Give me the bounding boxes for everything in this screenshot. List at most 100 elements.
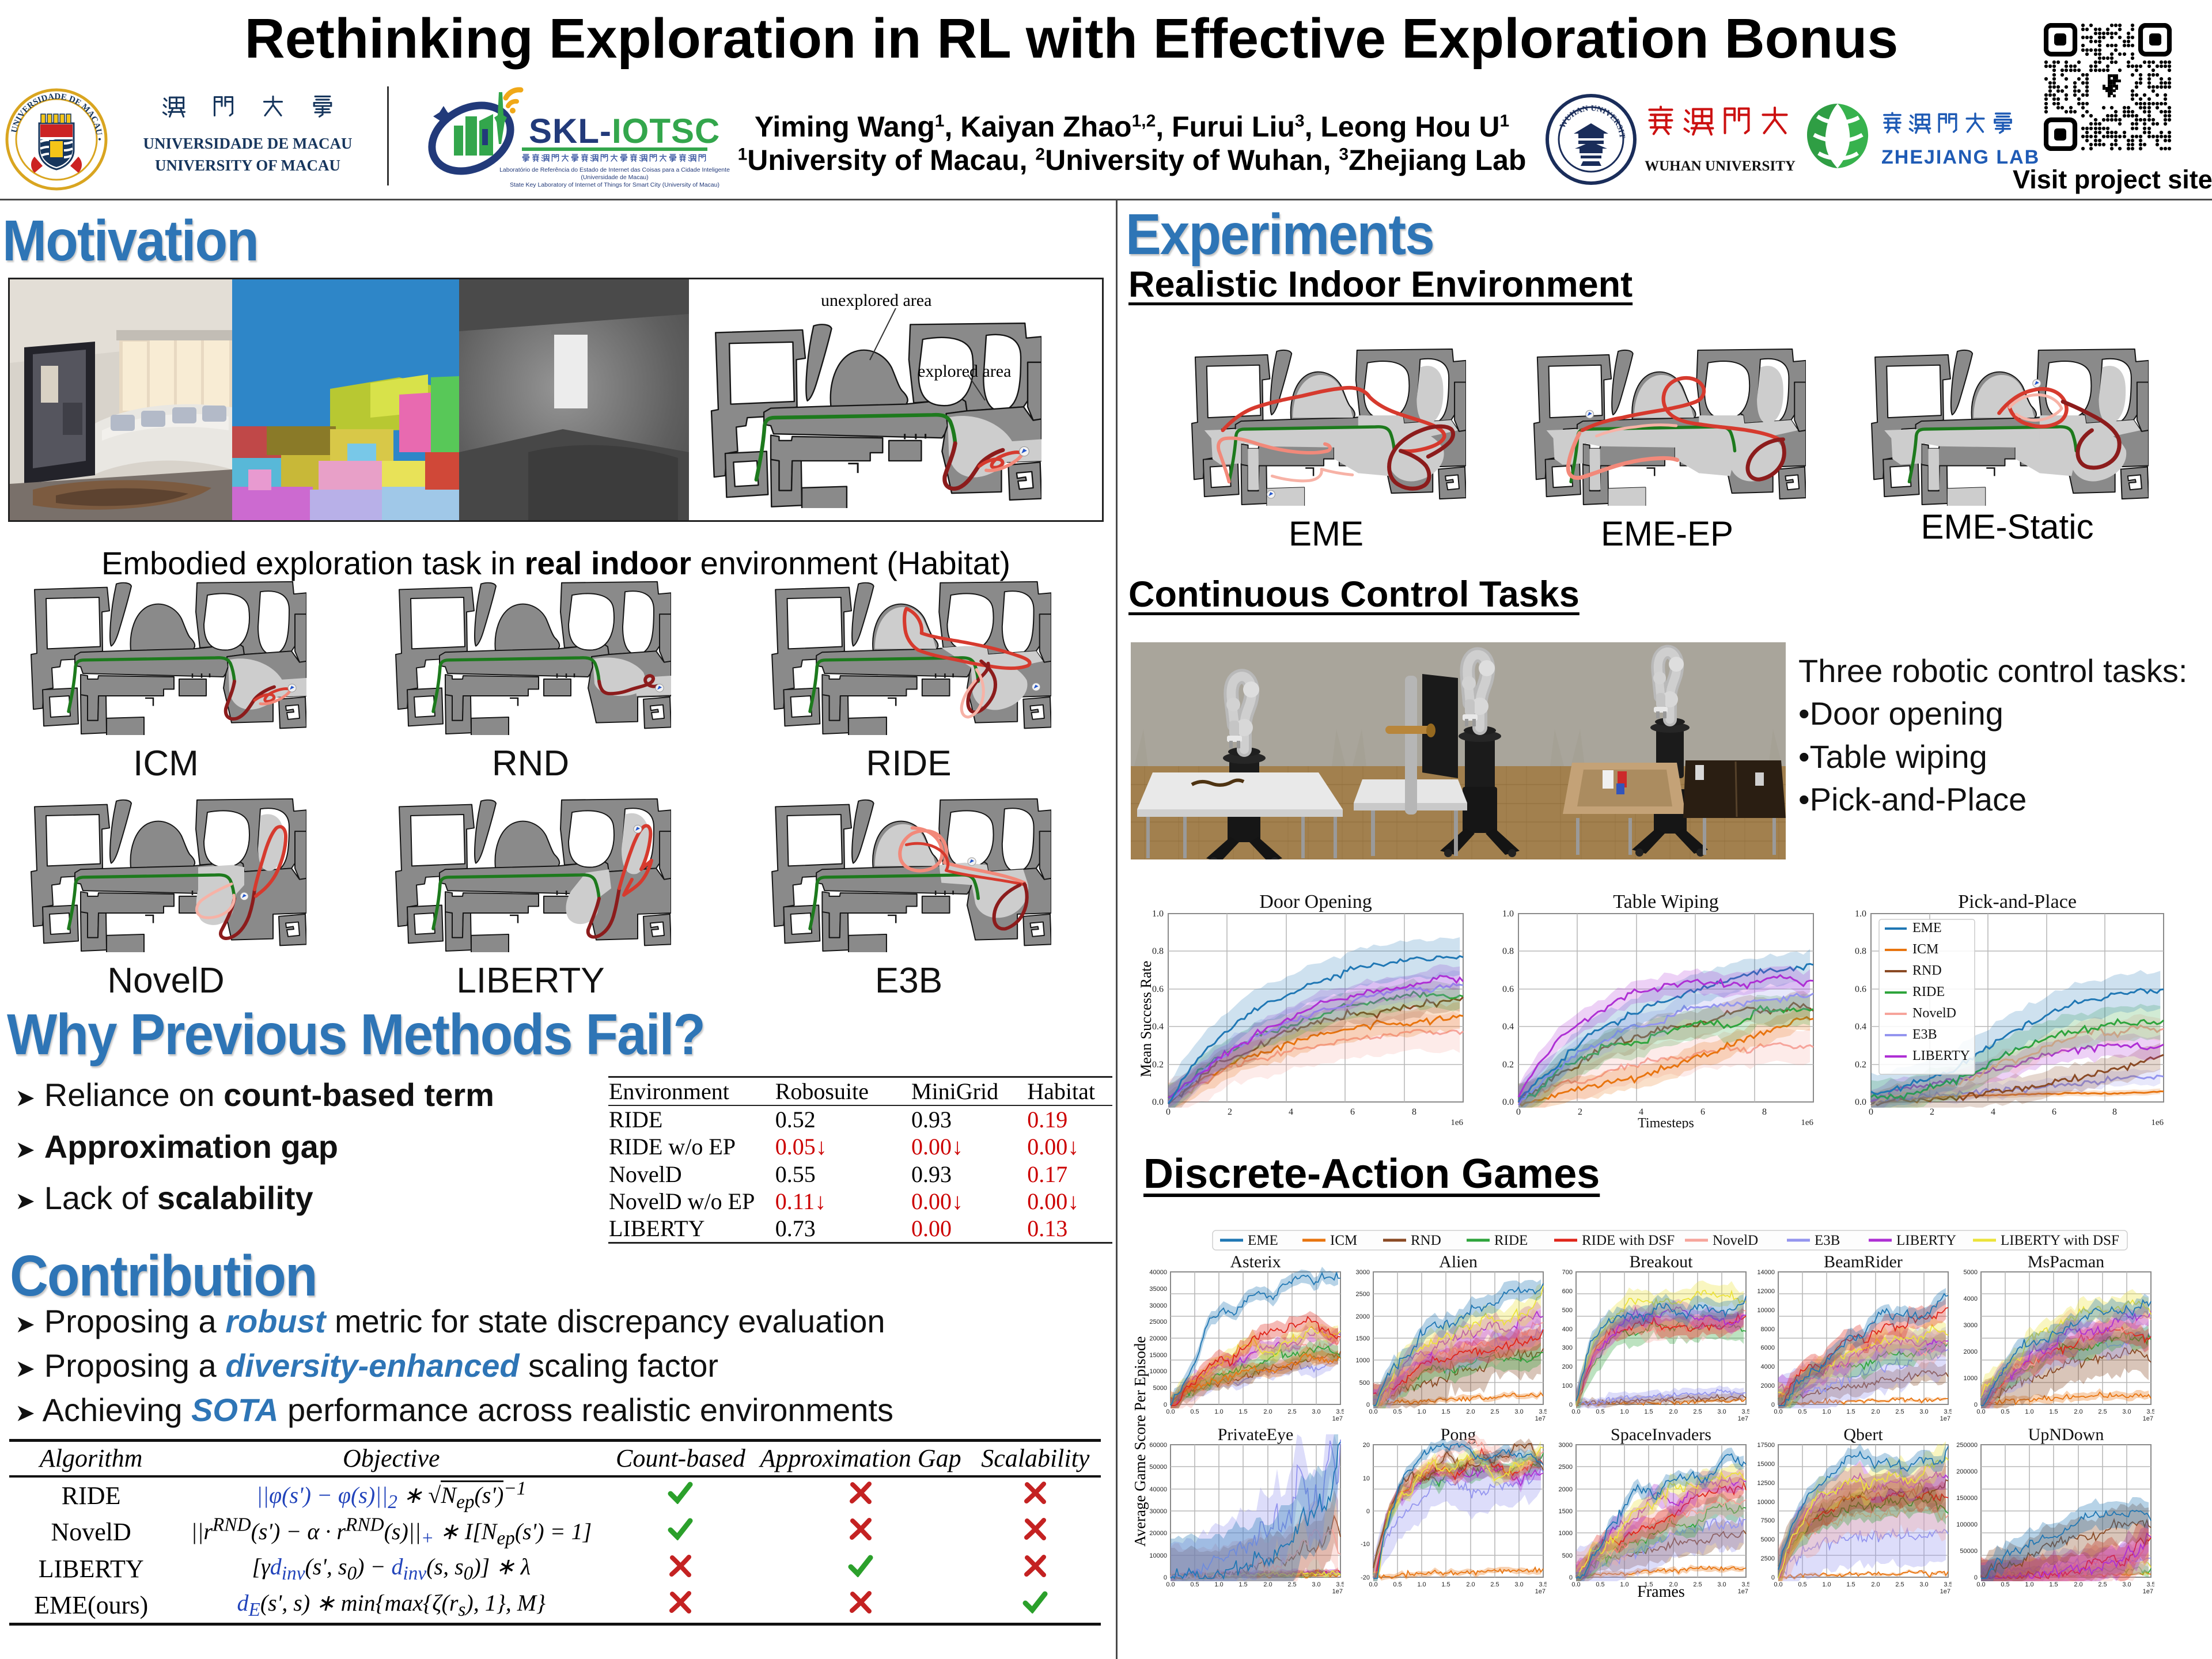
svg-text:20000: 20000 xyxy=(1149,1335,1167,1342)
svg-text:E3B: E3B xyxy=(1912,1027,1937,1042)
svg-text:20000: 20000 xyxy=(1149,1530,1167,1537)
svg-text:2.0: 2.0 xyxy=(1669,1408,1677,1415)
svg-text:SKL-IOTSC: SKL-IOTSC xyxy=(529,112,720,150)
svg-text:EME: EME xyxy=(1912,921,1942,935)
svg-text:500: 500 xyxy=(1562,1552,1573,1559)
svg-text:0.0: 0.0 xyxy=(1571,1408,1580,1415)
svg-text:ICM: ICM xyxy=(1912,942,1938,957)
svg-text:8000: 8000 xyxy=(1761,1326,1775,1333)
svg-text:1.5: 1.5 xyxy=(1846,1581,1855,1588)
svg-text:10000: 10000 xyxy=(1757,1499,1775,1506)
svg-text:0.5: 0.5 xyxy=(2001,1581,2009,1588)
svg-text:600: 600 xyxy=(1562,1288,1573,1295)
svg-text:25000: 25000 xyxy=(1149,1319,1167,1325)
svg-text:1.5: 1.5 xyxy=(2049,1408,2058,1415)
svg-text:1.0: 1.0 xyxy=(1620,1581,1628,1588)
svg-text:0: 0 xyxy=(1366,1508,1370,1515)
svg-text:0.5: 0.5 xyxy=(1798,1408,1806,1415)
svg-text:5000: 5000 xyxy=(1761,1536,1775,1543)
svg-text:2.0: 2.0 xyxy=(2074,1581,2082,1588)
svg-text:0.0: 0.0 xyxy=(1369,1581,1377,1588)
svg-text:3000: 3000 xyxy=(1559,1442,1573,1449)
svg-text:0: 0 xyxy=(1771,1574,1775,1581)
svg-text:0: 0 xyxy=(1166,1107,1171,1117)
svg-text:0.5: 0.5 xyxy=(1393,1408,1402,1415)
svg-text:1.5: 1.5 xyxy=(1238,1581,1247,1588)
svg-text:2.0: 2.0 xyxy=(1466,1408,1475,1415)
svg-text:3.5: 3.5 xyxy=(1539,1408,1547,1415)
svg-text:1500: 1500 xyxy=(1356,1335,1370,1342)
svg-text:2: 2 xyxy=(1578,1107,1582,1117)
svg-text:LIBERTY: LIBERTY xyxy=(1912,1048,1970,1063)
svg-text:1.0: 1.0 xyxy=(1855,909,1866,919)
svg-text:1000: 1000 xyxy=(1356,1357,1370,1364)
svg-text:Breakout: Breakout xyxy=(1630,1256,1694,1271)
svg-text:1.0: 1.0 xyxy=(1152,909,1164,919)
svg-text:2.5: 2.5 xyxy=(2098,1408,2107,1415)
svg-text:50000: 50000 xyxy=(1149,1464,1167,1471)
svg-text:0.8: 0.8 xyxy=(1152,946,1164,956)
svg-text:EME: EME xyxy=(1248,1233,1278,1248)
svg-text:3.5: 3.5 xyxy=(1741,1408,1749,1415)
svg-text:NovelD: NovelD xyxy=(1713,1233,1758,1248)
svg-text:10000: 10000 xyxy=(1149,1368,1167,1375)
svg-text:Alien: Alien xyxy=(1439,1256,1478,1271)
svg-text:State Key Laboratory of Intern: State Key Laboratory of Internet of Thin… xyxy=(510,181,719,188)
svg-text:150000: 150000 xyxy=(1956,1495,1978,1502)
svg-text:0.2: 0.2 xyxy=(1152,1060,1164,1070)
svg-text:4000: 4000 xyxy=(1964,1296,1978,1302)
svg-text:2000: 2000 xyxy=(1559,1486,1573,1493)
svg-text:1e6: 1e6 xyxy=(1801,1118,1813,1127)
svg-text:0.0: 0.0 xyxy=(1369,1408,1377,1415)
svg-text:0: 0 xyxy=(1516,1107,1521,1117)
svg-text:6: 6 xyxy=(1700,1107,1705,1117)
svg-text:BeamRider: BeamRider xyxy=(1824,1256,1903,1271)
svg-text:2.0: 2.0 xyxy=(1669,1581,1677,1588)
svg-text:0.4: 0.4 xyxy=(1855,1022,1866,1032)
svg-text:Qbert: Qbert xyxy=(1843,1429,1883,1444)
svg-text:30000: 30000 xyxy=(1149,1302,1167,1309)
svg-text:40000: 40000 xyxy=(1149,1269,1167,1276)
svg-text:3.5: 3.5 xyxy=(2146,1581,2154,1588)
svg-text:MsPacman: MsPacman xyxy=(2028,1256,2104,1271)
svg-text:20: 20 xyxy=(1363,1442,1370,1449)
svg-text:100000: 100000 xyxy=(1956,1521,1978,1528)
svg-text:1e6: 1e6 xyxy=(2151,1118,2164,1127)
svg-text:0: 0 xyxy=(1569,1574,1573,1581)
svg-text:2.5: 2.5 xyxy=(1490,1581,1499,1588)
svg-text:17500: 17500 xyxy=(1757,1442,1775,1449)
svg-text:2.5: 2.5 xyxy=(1693,1581,1702,1588)
svg-text:UNIVERSITY OF MACAU: UNIVERSITY OF MACAU xyxy=(155,157,340,174)
svg-text:3.5: 3.5 xyxy=(1336,1581,1344,1588)
svg-text:6: 6 xyxy=(2052,1107,2056,1117)
svg-text:LIBERTY: LIBERTY xyxy=(1896,1233,1956,1248)
svg-text:UNIVERSIDADE DE MACAU: UNIVERSIDADE DE MACAU xyxy=(143,135,352,152)
svg-text:1.0: 1.0 xyxy=(1214,1581,1223,1588)
svg-text:0.8: 0.8 xyxy=(1855,946,1866,956)
svg-text:3000: 3000 xyxy=(1356,1269,1370,1276)
svg-text:2.5: 2.5 xyxy=(1693,1408,1702,1415)
svg-text:2000: 2000 xyxy=(1356,1313,1370,1320)
svg-text:500: 500 xyxy=(1359,1380,1370,1387)
svg-text:-20: -20 xyxy=(1361,1574,1370,1581)
svg-text:7500: 7500 xyxy=(1761,1517,1775,1524)
svg-text:12500: 12500 xyxy=(1757,1480,1775,1487)
svg-text:0.0: 0.0 xyxy=(1502,1097,1514,1107)
svg-text:100: 100 xyxy=(1562,1382,1573,1389)
svg-text:1500: 1500 xyxy=(1559,1508,1573,1515)
svg-text:5000: 5000 xyxy=(1964,1269,1978,1276)
svg-text:1e7: 1e7 xyxy=(1332,1415,1343,1422)
svg-text:1.0: 1.0 xyxy=(1417,1581,1426,1588)
svg-text:UpNDown: UpNDown xyxy=(2028,1429,2104,1444)
svg-text:RND: RND xyxy=(1912,963,1942,978)
svg-text:1e7: 1e7 xyxy=(1535,1588,1546,1594)
svg-text:1.0: 1.0 xyxy=(2025,1408,2033,1415)
svg-text:0.0: 0.0 xyxy=(1976,1408,1985,1415)
svg-text:2000: 2000 xyxy=(1964,1349,1978,1355)
svg-text:5000: 5000 xyxy=(1153,1385,1167,1392)
svg-text:0: 0 xyxy=(1771,1402,1775,1408)
svg-text:2.5: 2.5 xyxy=(1895,1581,1904,1588)
svg-text:E3B: E3B xyxy=(1815,1233,1840,1248)
svg-text:3.5: 3.5 xyxy=(1741,1581,1749,1588)
svg-text:14000: 14000 xyxy=(1757,1269,1775,1276)
